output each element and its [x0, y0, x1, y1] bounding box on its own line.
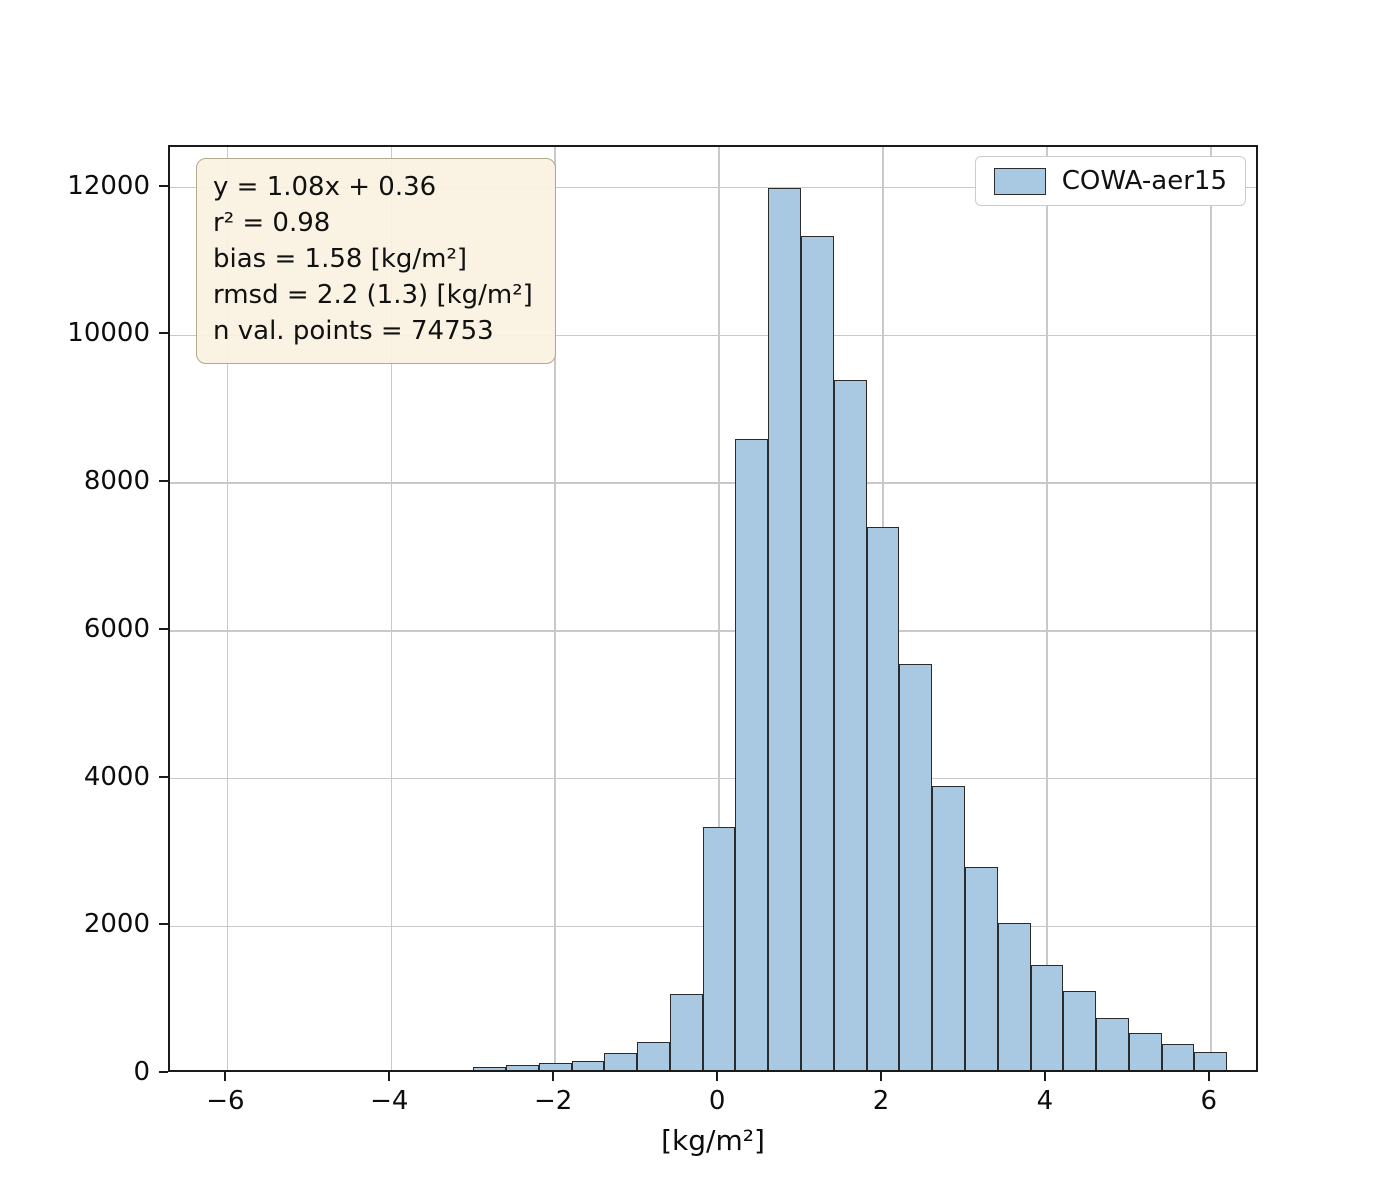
y-tick-label: 10000 — [67, 318, 150, 349]
histogram-bar — [833, 379, 867, 1070]
x-tick-label: −6 — [206, 1086, 245, 1116]
histogram-bar — [1128, 1033, 1162, 1070]
x-tick-label: 4 — [1036, 1086, 1054, 1116]
x-tick-label: −4 — [370, 1086, 409, 1116]
x-axis-label: [kg/m²] — [661, 1124, 765, 1157]
gridline-vertical — [1210, 147, 1212, 1070]
histogram-bar — [801, 235, 834, 1070]
histogram-bar — [1030, 964, 1064, 1070]
histogram-bar — [932, 785, 965, 1070]
histogram-bar — [440, 1069, 474, 1070]
gridline-vertical — [554, 147, 556, 1070]
histogram-bar — [473, 1067, 506, 1070]
histogram-bar — [702, 826, 736, 1070]
y-tick-label: 4000 — [83, 761, 150, 792]
histogram-bar — [538, 1062, 572, 1070]
x-tick-mark — [388, 1072, 391, 1081]
gridline-horizontal — [170, 186, 1256, 189]
stats-line-bias: bias = 1.58 [kg/m²] — [213, 244, 468, 274]
legend-swatch — [993, 167, 1046, 195]
histogram-bar — [1161, 1044, 1195, 1070]
histogram-bar — [408, 1071, 441, 1072]
stats-line-r2: r² = 0.98 — [213, 208, 331, 238]
stats-line-rmsd: rmsd = 2.2 (1.3) [kg/m²] — [213, 280, 533, 310]
y-tick-label: 8000 — [83, 466, 150, 497]
y-tick-mark — [159, 775, 168, 778]
y-tick-mark — [159, 923, 168, 926]
histogram-bar — [866, 527, 900, 1070]
gridline-vertical — [1046, 147, 1048, 1070]
y-tick-mark — [159, 480, 168, 483]
stats-line-npoints: n val. points = 74753 — [213, 316, 494, 346]
y-tick-mark — [159, 1071, 168, 1073]
histogram-bar — [506, 1065, 539, 1070]
gridline-vertical — [718, 147, 720, 1070]
x-tick-mark — [716, 1072, 719, 1081]
stats-line-equation: y = 1.08x + 0.36 — [213, 172, 437, 202]
gridline-horizontal — [170, 777, 1256, 780]
y-tick-label: 12000 — [67, 170, 150, 201]
gridline-horizontal — [170, 334, 1256, 337]
stats-box: y = 1.08x + 0.36 r² = 0.98 bias = 1.58 [… — [196, 158, 556, 364]
histogram-bar — [964, 867, 998, 1070]
x-tick-mark — [224, 1072, 227, 1081]
histogram-bar — [1096, 1017, 1129, 1070]
histogram-bar — [1194, 1051, 1228, 1070]
y-tick-label: 0 — [133, 1057, 150, 1087]
histogram-bar — [768, 187, 802, 1070]
y-tick-label: 2000 — [83, 909, 150, 940]
histogram-bar — [899, 664, 933, 1070]
x-tick-label: 2 — [872, 1086, 890, 1116]
histogram-bar — [637, 1042, 670, 1070]
y-tick-label: 6000 — [83, 613, 150, 644]
x-tick-mark — [552, 1072, 555, 1081]
x-tick-label: 0 — [708, 1086, 726, 1116]
histogram-bar — [669, 994, 703, 1070]
gridline-vertical — [226, 147, 229, 1070]
histogram-bar — [997, 922, 1031, 1070]
x-tick-mark — [880, 1072, 882, 1081]
gridline-horizontal — [170, 630, 1256, 632]
x-tick-label: −2 — [534, 1086, 573, 1116]
x-tick-label: 6 — [1200, 1086, 1218, 1116]
legend: COWA-aer15 — [974, 156, 1246, 206]
x-tick-mark — [1043, 1072, 1046, 1081]
x-tick-mark — [1207, 1072, 1210, 1081]
histogram-bar — [1063, 991, 1097, 1070]
gridline-vertical — [390, 147, 393, 1070]
y-tick-mark — [159, 184, 168, 187]
histogram-bar — [604, 1053, 638, 1070]
legend-label: COWA-aer15 — [1061, 166, 1227, 196]
gridline-horizontal — [170, 482, 1256, 484]
y-tick-mark — [159, 332, 168, 335]
histogram-bar — [571, 1061, 605, 1070]
y-tick-mark — [159, 627, 168, 630]
histogram-bar — [735, 438, 769, 1070]
